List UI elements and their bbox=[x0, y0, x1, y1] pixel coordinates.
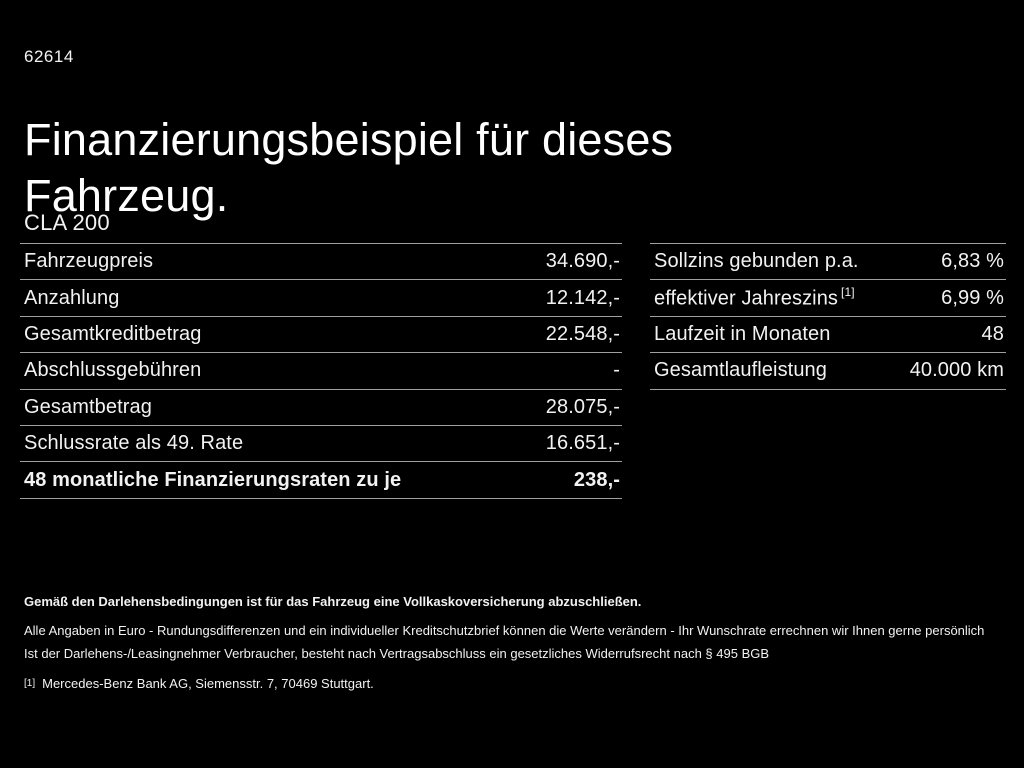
footnote-text: Mercedes-Benz Bank AG, Siemensstr. 7, 70… bbox=[42, 676, 374, 691]
row-label: Sollzins gebunden p.a. bbox=[654, 250, 859, 273]
insurance-requirement-note: Gemäß den Darlehensbedingungen ist für d… bbox=[24, 594, 642, 609]
row-value: 238,- bbox=[573, 468, 620, 491]
table-row: Sollzins gebunden p.a. 6,83 % bbox=[650, 243, 1006, 279]
row-value: 28.075,- bbox=[545, 395, 620, 418]
table-row: Schlussrate als 49. Rate 16.651,- bbox=[20, 424, 622, 461]
row-label: Gesamtkreditbetrag bbox=[24, 322, 202, 345]
row-value: 40.000 km bbox=[909, 359, 1004, 382]
row-value: 6,99 % bbox=[941, 286, 1004, 309]
row-label: Gesamtbetrag bbox=[24, 395, 152, 418]
table-row: effektiver Jahreszins [1] 6,99 % bbox=[650, 279, 1006, 315]
row-label: Schlussrate als 49. Rate bbox=[24, 432, 244, 455]
legal-line: Ist der Darlehens-/Leasingnehmer Verbrau… bbox=[24, 646, 770, 661]
row-value: 16.651,- bbox=[545, 432, 620, 455]
row-value: 34.690,- bbox=[545, 250, 620, 273]
row-label: effektiver Jahreszins [1] bbox=[654, 284, 855, 310]
row-value: 12.142,- bbox=[545, 286, 620, 309]
row-label: Abschlussgebühren bbox=[24, 359, 202, 382]
legal-line: Alle Angaben in Euro - Rundungsdifferenz… bbox=[24, 623, 985, 638]
row-label: Fahrzeugpreis bbox=[24, 250, 154, 273]
row-label: 48 monatliche Finanzierungsraten zu je bbox=[24, 468, 402, 491]
table-row: 48 monatliche Finanzierungsraten zu je 23… bbox=[20, 461, 622, 497]
table-row: Gesamtkreditbetrag 22.548,- bbox=[20, 315, 622, 352]
table-row: Anzahlung 12.142,- bbox=[20, 279, 622, 315]
row-value: 22.548,- bbox=[545, 322, 620, 345]
table-row: Fahrzeugpreis 34.690,- bbox=[20, 243, 622, 279]
row-value: 6,83 % bbox=[941, 250, 1004, 273]
row-value: 48 bbox=[981, 322, 1004, 345]
row-label: Laufzeit in Monaten bbox=[654, 322, 831, 345]
interest-terms-table: Sollzins gebunden p.a. 6,83 % effektiver J… bbox=[650, 243, 1006, 390]
table-row: Abschlussgebühren - bbox=[20, 352, 622, 388]
document-number: 62614 bbox=[24, 47, 74, 66]
row-label: Anzahlung bbox=[24, 286, 120, 309]
footnote: [1] Mercedes-Benz Bank AG, Siemensstr. 7,… bbox=[24, 676, 1014, 694]
table-row: Laufzeit in Monaten 48 bbox=[650, 315, 1006, 352]
row-label: Gesamtlaufleistung bbox=[654, 359, 828, 382]
page-title: Finanzierungsbeispiel für dieses Fahrzeu… bbox=[24, 114, 674, 222]
footnote-marker: [1] bbox=[841, 284, 855, 299]
financing-details-table: Fahrzeugpreis 34.690,- Anzahlung 12.142,- Ge… bbox=[20, 243, 622, 499]
vehicle-model-name: CLA 200 bbox=[24, 210, 110, 235]
row-value: - bbox=[613, 359, 620, 382]
legal-disclaimer-block: Gemäß den Darlehensbedingungen ist für d… bbox=[24, 594, 1014, 694]
table-row: Gesamtlaufleistung 40.000 km bbox=[650, 352, 1006, 388]
table-row: Gesamtbetrag 28.075,- bbox=[20, 388, 622, 425]
footnote-marker: [1] bbox=[24, 678, 36, 689]
